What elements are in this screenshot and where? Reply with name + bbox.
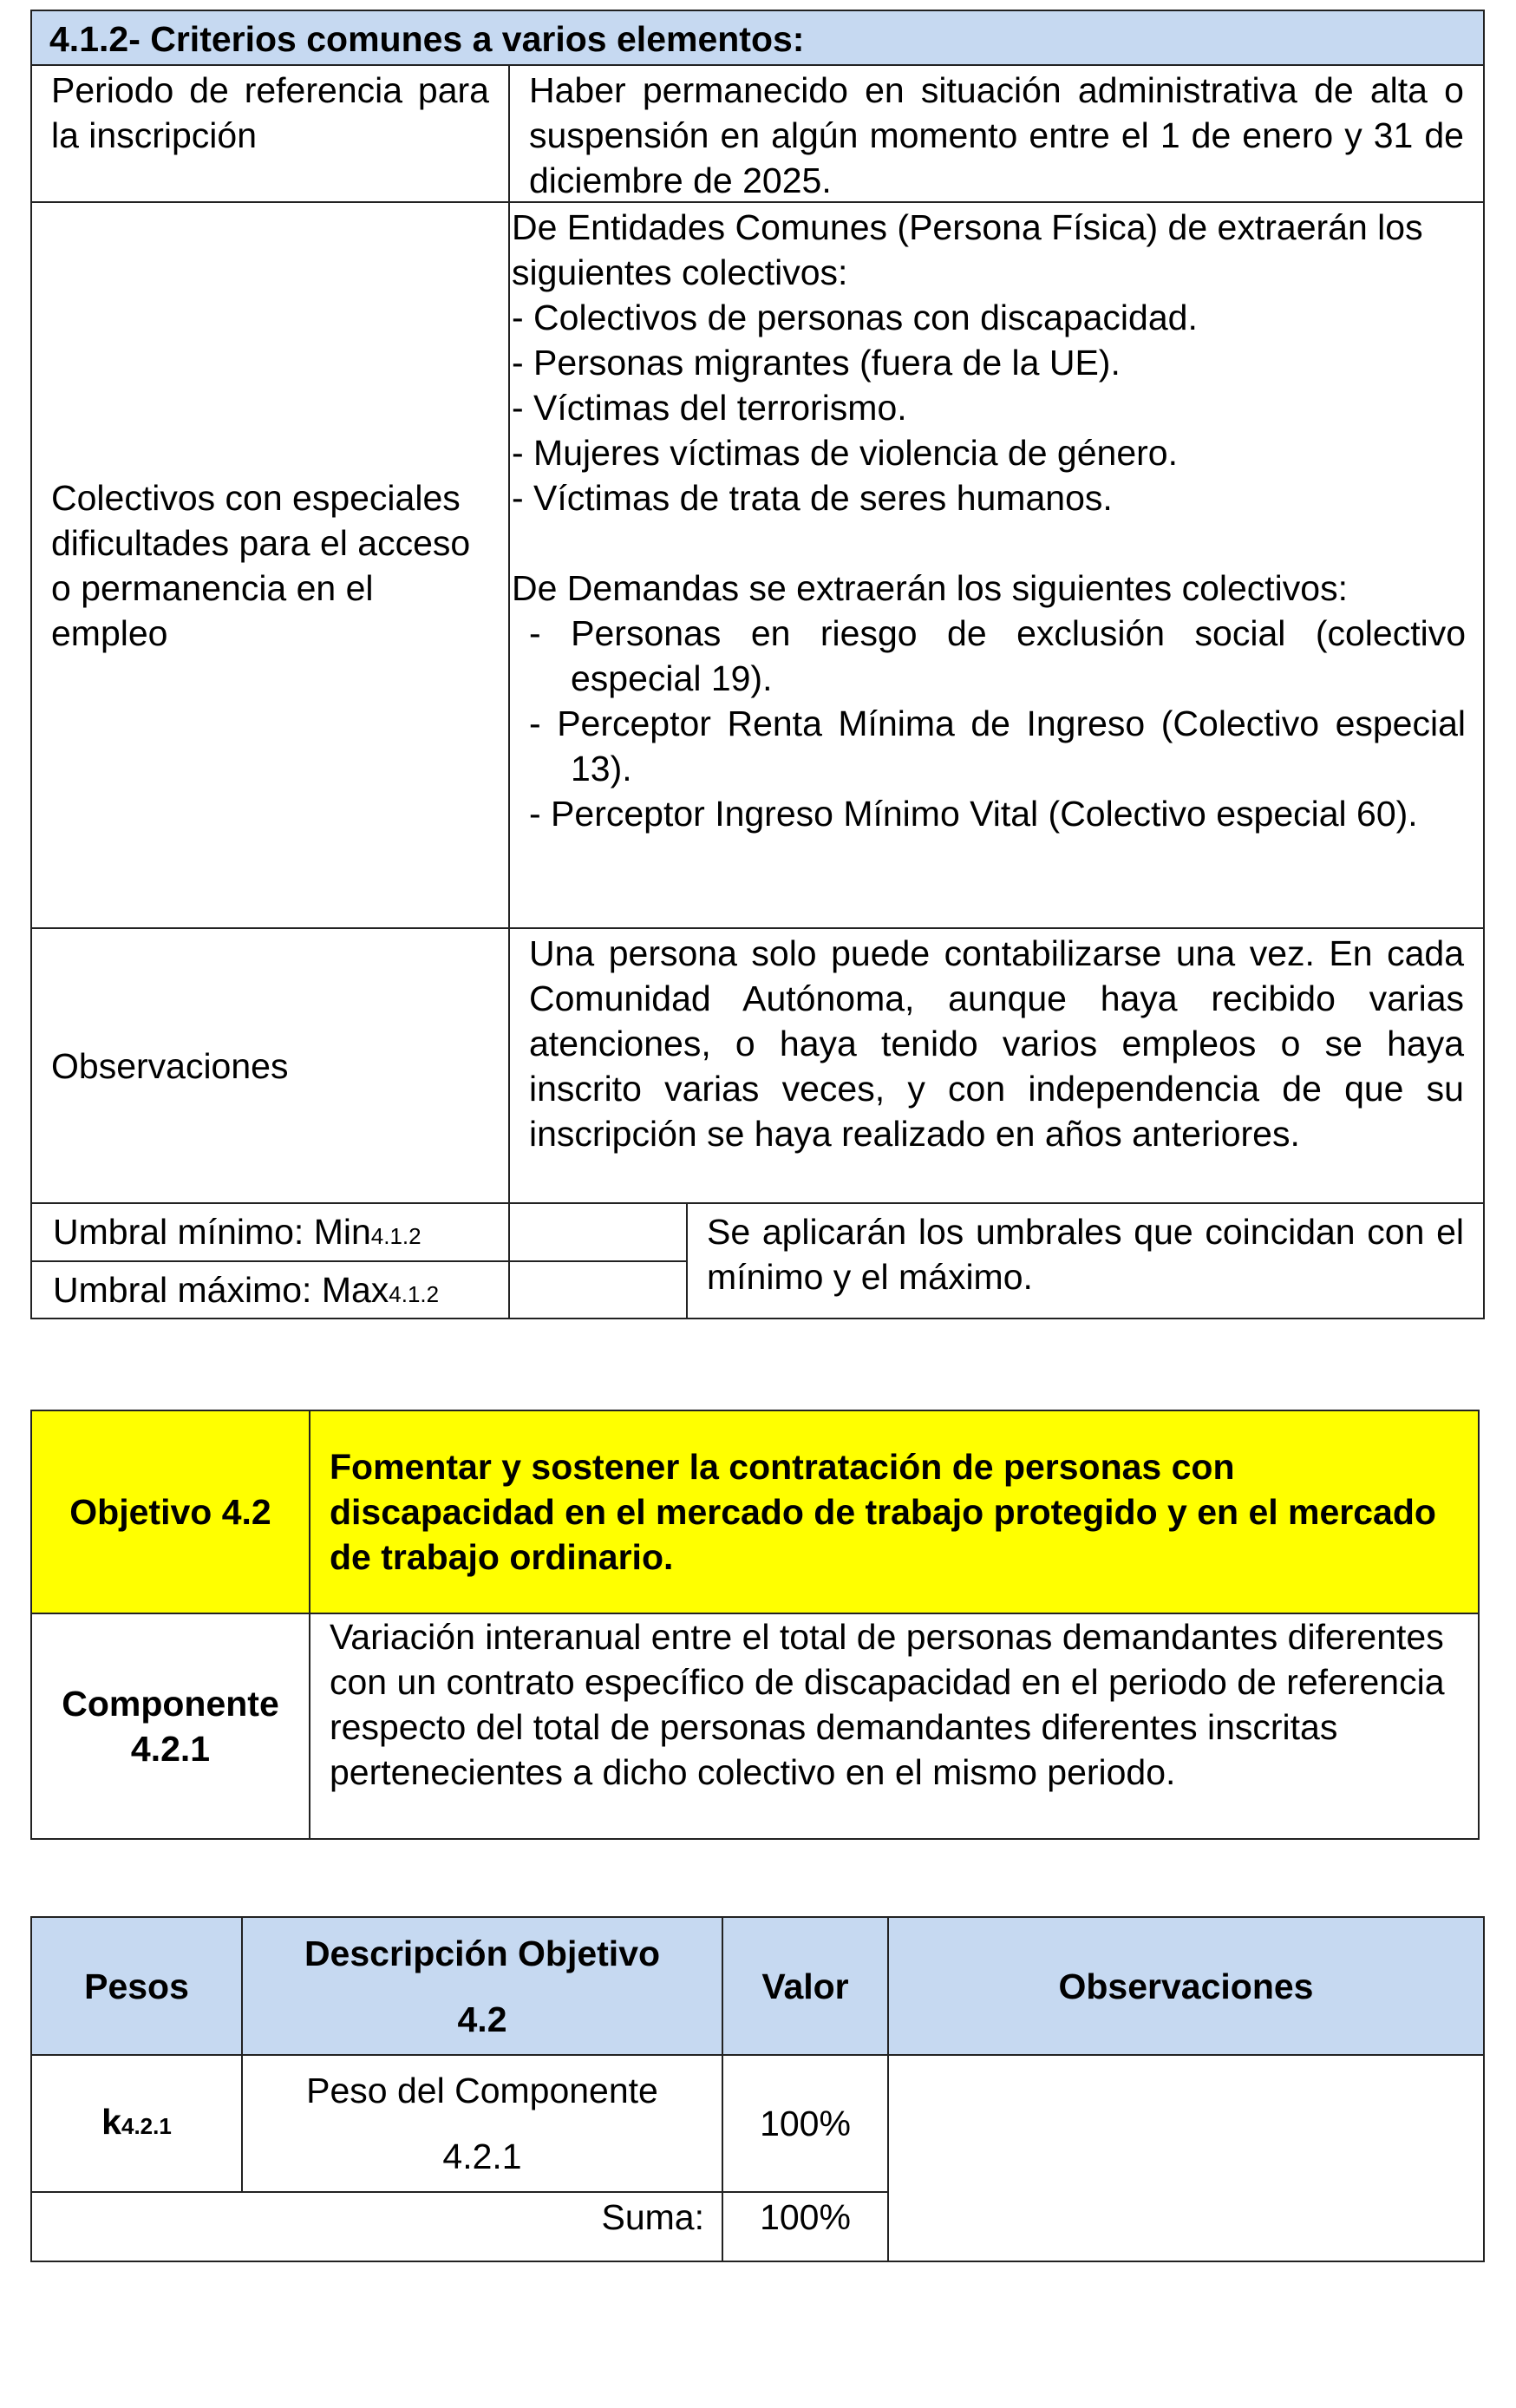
- period-value: Haber permanecido en situación administr…: [508, 64, 1485, 203]
- obs-label-text: Observaciones: [51, 1045, 289, 1086]
- header-valor-text: Valor: [761, 1966, 849, 2006]
- min-threshold-label: Umbral mínimo: Min4.1.2: [30, 1202, 510, 1262]
- groups-intro-1: De Entidades Comunes (Persona Física) de…: [512, 207, 1423, 292]
- component-label-text: Componente 4.2.1: [62, 1684, 279, 1769]
- groups-intro-2: De Demandas se extraerán los siguientes …: [512, 568, 1348, 608]
- max-threshold-value: [508, 1260, 688, 1319]
- objective-label: Objetivo 4.2: [30, 1410, 310, 1614]
- groups-label: Colectivos con especiales dificultades p…: [30, 201, 510, 929]
- groups-list-1: - Colectivos de personas con discapacida…: [512, 295, 1466, 520]
- k-label: k4.2.1: [30, 2054, 243, 2193]
- list-item: - Víctimas de trata de seres humanos.: [512, 478, 1113, 518]
- header-observaciones-text: Observaciones: [1058, 1966, 1314, 2006]
- header-pesos: Pesos: [30, 1916, 243, 2056]
- list-item: - Mujeres víctimas de violencia de géner…: [512, 433, 1178, 473]
- row-desc-text: Peso del Componente 4.2.1: [306, 2071, 658, 2176]
- header-descripcion-text: Descripción Objetivo 4.2: [304, 1933, 661, 2039]
- row-value: 100%: [722, 2054, 889, 2193]
- threshold-note: Se aplicarán los umbrales que coincidan …: [686, 1202, 1485, 1319]
- header-observaciones: Observaciones: [887, 1916, 1485, 2056]
- observaciones-cell: [887, 2054, 1485, 2262]
- groups-list-2: - Personas en riesgo de exclusión social…: [512, 611, 1466, 836]
- header-descripcion: Descripción Objetivo 4.2: [241, 1916, 723, 2056]
- min-threshold-value: [508, 1202, 688, 1262]
- max-threshold-label: Umbral máximo: Max4.1.2: [30, 1260, 510, 1319]
- sum-value: 100%: [722, 2191, 889, 2262]
- groups-value: De Entidades Comunes (Persona Física) de…: [508, 201, 1485, 929]
- obs-value: Una persona solo puede contabilizarse un…: [508, 927, 1485, 1204]
- list-item: - Personas migrantes (fuera de la UE).: [512, 343, 1121, 383]
- obs-label: Observaciones: [30, 927, 510, 1204]
- row-desc: Peso del Componente 4.2.1: [241, 2054, 723, 2193]
- component-label: Componente 4.2.1: [30, 1613, 310, 1840]
- row-value-text: 100%: [760, 2104, 851, 2143]
- header-pesos-text: Pesos: [84, 1966, 189, 2006]
- section-title: 4.1.2- Criterios comunes a varios elemen…: [30, 10, 1485, 66]
- period-label: Periodo de referencia para la inscripció…: [30, 64, 510, 203]
- header-valor: Valor: [722, 1916, 889, 2056]
- list-item: - Perceptor Renta Mínima de Ingreso (Col…: [529, 703, 1466, 788]
- objective-title-text: Fomentar y sostener la contratación de p…: [330, 1447, 1436, 1577]
- component-desc: Variación interanual entre el total de p…: [309, 1613, 1480, 1840]
- list-item: - Víctimas del terrorismo.: [512, 388, 907, 428]
- list-item: - Colectivos de personas con discapacida…: [512, 298, 1198, 337]
- list-item: - Perceptor Ingreso Mínimo Vital (Colect…: [529, 794, 1418, 834]
- objective-title: Fomentar y sostener la contratación de p…: [309, 1410, 1480, 1614]
- list-item: - Personas en riesgo de exclusión social…: [529, 613, 1467, 698]
- sum-label: Suma:: [30, 2191, 723, 2262]
- objective-label-text: Objetivo 4.2: [69, 1492, 271, 1532]
- groups-label-text: Colectivos con especiales dificultades p…: [51, 477, 471, 653]
